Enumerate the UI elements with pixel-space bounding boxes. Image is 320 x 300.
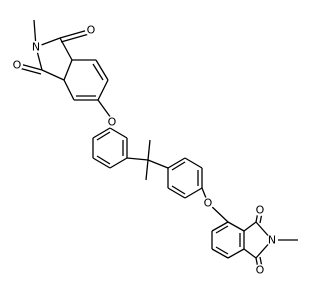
atom-label: O xyxy=(256,204,265,217)
atom-label: O xyxy=(256,264,265,277)
atom-label: N xyxy=(32,41,40,54)
atom-label: O xyxy=(13,59,22,72)
atom-label: O xyxy=(108,116,117,129)
atom-label: O xyxy=(87,24,96,37)
structure-diagram: N O O O O N O O xyxy=(11,19,298,277)
atom-label: N xyxy=(268,234,276,247)
atom-label: O xyxy=(204,197,213,210)
atom-labels: N O O O O N O O xyxy=(11,24,278,277)
bonds xyxy=(18,19,298,269)
